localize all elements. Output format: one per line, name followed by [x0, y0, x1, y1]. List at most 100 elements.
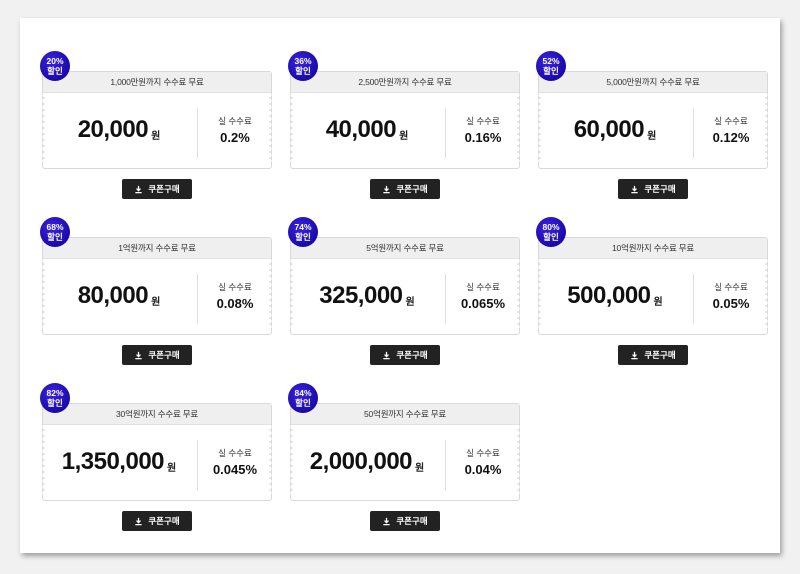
- buy-coupon-button[interactable]: 쿠폰구매: [122, 179, 192, 199]
- discount-badge: 80% 할인: [536, 217, 566, 247]
- fee-value: 0.045%: [212, 462, 258, 477]
- fee-block: 실 수수료 0.05%: [695, 258, 767, 334]
- fee-label: 실 수수료: [466, 116, 500, 126]
- discount-percent: 36%: [294, 56, 312, 66]
- discount-percent: 68%: [46, 222, 64, 232]
- download-icon: [383, 185, 391, 193]
- price-block: 1,350,000 원: [43, 424, 195, 500]
- discount-badge: 84% 할인: [288, 383, 318, 413]
- download-icon: [383, 351, 391, 359]
- fee-value: 0.05%: [712, 296, 750, 311]
- currency-unit: 원: [151, 296, 161, 308]
- divider: [445, 440, 446, 490]
- coupon-price: 2,000,000: [309, 448, 413, 475]
- discount-percent: 84%: [294, 388, 312, 398]
- price-block: 500,000 원: [539, 258, 691, 334]
- fee-value: 0.16%: [464, 130, 502, 145]
- price-block: 40,000 원: [291, 92, 443, 168]
- discount-badge: 52% 할인: [536, 51, 566, 81]
- buy-coupon-label: 쿠폰구매: [644, 184, 676, 194]
- fee-label: 실 수수료: [714, 282, 748, 292]
- currency-unit: 원: [405, 296, 415, 308]
- coupon-ticket: 5억원까지 수수료 무료 325,000 원 실 수수료 0.065%: [287, 237, 523, 335]
- fee-label: 실 수수료: [466, 282, 500, 292]
- discount-word: 할인: [47, 66, 63, 76]
- coupon-price: 80,000: [77, 282, 149, 309]
- fee-label: 실 수수료: [218, 282, 252, 292]
- download-icon: [135, 185, 143, 193]
- buy-coupon-button[interactable]: 쿠폰구매: [370, 179, 440, 199]
- buy-coupon-button[interactable]: 쿠폰구매: [122, 345, 192, 365]
- divider: [197, 440, 198, 490]
- fee-value: 0.08%: [216, 296, 254, 311]
- buy-coupon-button[interactable]: 쿠폰구매: [618, 179, 688, 199]
- discount-word: 할인: [543, 66, 559, 76]
- buy-coupon-label: 쿠폰구매: [396, 516, 428, 526]
- coupon-price: 500,000: [567, 282, 651, 309]
- fee-value: 0.12%: [712, 130, 750, 145]
- coupon-price: 60,000: [573, 116, 645, 143]
- discount-word: 할인: [543, 232, 559, 242]
- price-block: 60,000 원: [539, 92, 691, 168]
- currency-unit: 원: [151, 130, 161, 142]
- fee-block: 실 수수료 0.045%: [199, 424, 271, 500]
- coupon-panel: 20% 할인 1,000만원까지 수수료 무료 20,000 원 실 수수료 0…: [20, 18, 780, 553]
- coupon-price: 40,000: [325, 116, 397, 143]
- price-block: 325,000 원: [291, 258, 443, 334]
- buy-coupon-label: 쿠폰구매: [396, 184, 428, 194]
- fee-block: 실 수수료 0.16%: [447, 92, 519, 168]
- coupon-ticket: 5,000만원까지 수수료 무료 60,000 원 실 수수료 0.12%: [535, 71, 771, 169]
- price-block: 20,000 원: [43, 92, 195, 168]
- download-icon: [135, 351, 143, 359]
- buy-coupon-label: 쿠폰구매: [396, 350, 428, 360]
- buy-coupon-label: 쿠폰구매: [148, 516, 180, 526]
- buy-coupon-button[interactable]: 쿠폰구매: [370, 511, 440, 531]
- fee-block: 실 수수료 0.065%: [447, 258, 519, 334]
- fee-value: 0.065%: [460, 296, 506, 311]
- discount-word: 할인: [47, 232, 63, 242]
- coupon-limit: 5,000만원까지 수수료 무료: [539, 72, 767, 93]
- buy-coupon-label: 쿠폰구매: [148, 184, 180, 194]
- discount-word: 할인: [295, 232, 311, 242]
- coupon-price: 325,000: [319, 282, 403, 309]
- coupon-limit: 2,500만원까지 수수료 무료: [291, 72, 519, 93]
- coupon-ticket: 50억원까지 수수료 무료 2,000,000 원 실 수수료 0.04%: [287, 403, 523, 501]
- discount-percent: 82%: [46, 388, 64, 398]
- buy-coupon-button[interactable]: 쿠폰구매: [370, 345, 440, 365]
- buy-coupon-button[interactable]: 쿠폰구매: [122, 511, 192, 531]
- fee-value: 0.04%: [464, 462, 502, 477]
- buy-coupon-label: 쿠폰구매: [148, 350, 180, 360]
- fee-block: 실 수수료 0.04%: [447, 424, 519, 500]
- fee-block: 실 수수료 0.08%: [199, 258, 271, 334]
- discount-percent: 74%: [294, 222, 312, 232]
- discount-badge: 68% 할인: [40, 217, 70, 247]
- discount-badge: 82% 할인: [40, 383, 70, 413]
- divider: [445, 108, 446, 158]
- discount-percent: 20%: [46, 56, 64, 66]
- download-icon: [383, 517, 391, 525]
- fee-label: 실 수수료: [218, 116, 252, 126]
- buy-coupon-button[interactable]: 쿠폰구매: [618, 345, 688, 365]
- currency-unit: 원: [415, 462, 425, 474]
- price-block: 80,000 원: [43, 258, 195, 334]
- currency-unit: 원: [647, 130, 657, 142]
- coupon-limit: 10억원까지 수수료 무료: [539, 238, 767, 259]
- fee-value: 0.2%: [220, 130, 250, 145]
- currency-unit: 원: [399, 130, 409, 142]
- coupon-ticket: 1억원까지 수수료 무료 80,000 원 실 수수료 0.08%: [39, 237, 275, 335]
- download-icon: [631, 185, 639, 193]
- coupon-limit: 1억원까지 수수료 무료: [43, 238, 271, 259]
- divider: [693, 108, 694, 158]
- fee-block: 실 수수료 0.12%: [695, 92, 767, 168]
- divider: [693, 274, 694, 324]
- price-block: 2,000,000 원: [291, 424, 443, 500]
- discount-badge: 74% 할인: [288, 217, 318, 247]
- coupon-price: 1,350,000: [61, 448, 165, 475]
- coupon-limit: 50억원까지 수수료 무료: [291, 404, 519, 425]
- discount-word: 할인: [47, 398, 63, 408]
- discount-word: 할인: [295, 398, 311, 408]
- coupon-limit: 1,000만원까지 수수료 무료: [43, 72, 271, 93]
- divider: [197, 108, 198, 158]
- buy-coupon-label: 쿠폰구매: [644, 350, 676, 360]
- coupon-ticket: 10억원까지 수수료 무료 500,000 원 실 수수료 0.05%: [535, 237, 771, 335]
